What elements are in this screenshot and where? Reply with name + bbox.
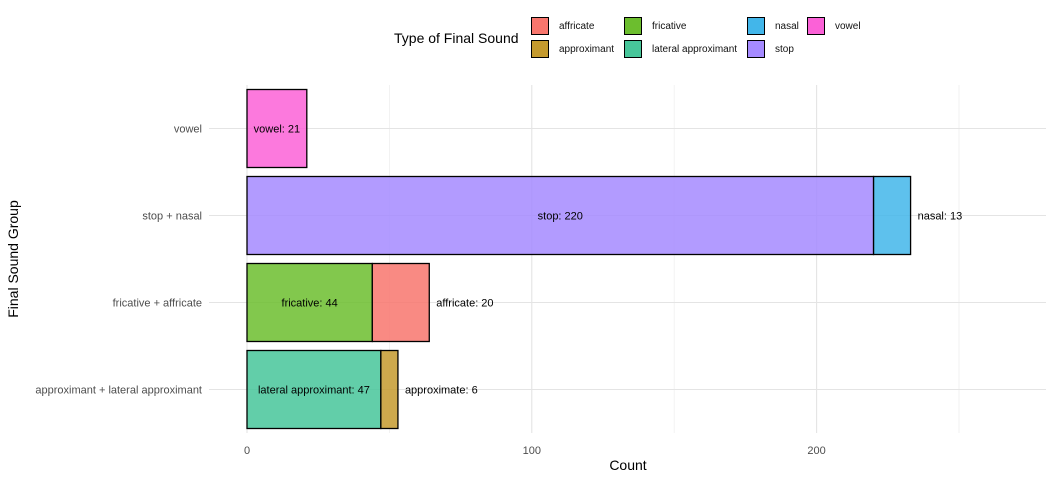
bar-segment-fricative [246,262,373,343]
bar-segment-vowel [246,88,308,169]
axes: approximant + lateral approximant fricati… [35,124,825,458]
legend-key-swatch [747,17,765,35]
legend-item-approximant: approximant [531,38,614,60]
data-label: nasal: 13 [918,211,963,223]
legend-label: nasal [775,20,799,32]
x-tick-label: 200 [807,445,825,457]
legend-key-swatch [531,40,549,58]
data-label: approximate: 6 [405,385,478,397]
legend-key-swatch [624,17,642,35]
legend-label: fricative [652,20,687,32]
data-label: stop: 220 [538,211,583,223]
legend-label: stop [775,43,794,55]
legend-key-swatch [747,40,765,58]
data-labels: lateral approximant: 47 approximate: 6 fri… [254,124,963,397]
y-tick-label: approximant + lateral approximant [35,385,202,397]
data-label: lateral approximant: 47 [258,385,370,397]
legend-label: lateral approximant [652,43,738,55]
legend-item-lateral-approximant: lateral approximant [624,38,737,60]
y-tick-label: stop + nasal [142,211,202,223]
legend-item-affricate: affricate [531,15,594,37]
legend-label: vowel [835,20,861,32]
legend-item-stop: stop [747,38,794,60]
x-tick-label: 100 [523,445,541,457]
legend-key-swatch [807,17,825,35]
bar-segment-stop [246,175,875,256]
x-axis-title: Count [609,457,646,473]
data-label: fricative: 44 [282,298,338,310]
legend-label: approximant [559,43,615,55]
bar-segment-affricate [371,262,430,343]
y-axis-title: Final Sound Group [5,200,21,318]
data-label: affricate: 20 [436,298,493,310]
legend-key-swatch [531,17,549,35]
legend-item-nasal: nasal [747,15,799,37]
legend-item-vowel: vowel [807,15,861,37]
legend-label: affricate [559,20,595,32]
y-tick-label: vowel [174,124,202,136]
legend-key-swatch [624,40,642,58]
x-tick-label: 0 [244,445,250,457]
data-label: vowel: 21 [254,124,300,136]
y-tick-label: fricative + affricate [113,298,202,310]
bar-segment-approximant [380,349,399,430]
bars [246,88,912,430]
legend-title: Type of Final Sound [394,30,519,46]
legend-item-fricative: fricative [624,15,686,37]
bar-segment-nasal [872,175,912,256]
